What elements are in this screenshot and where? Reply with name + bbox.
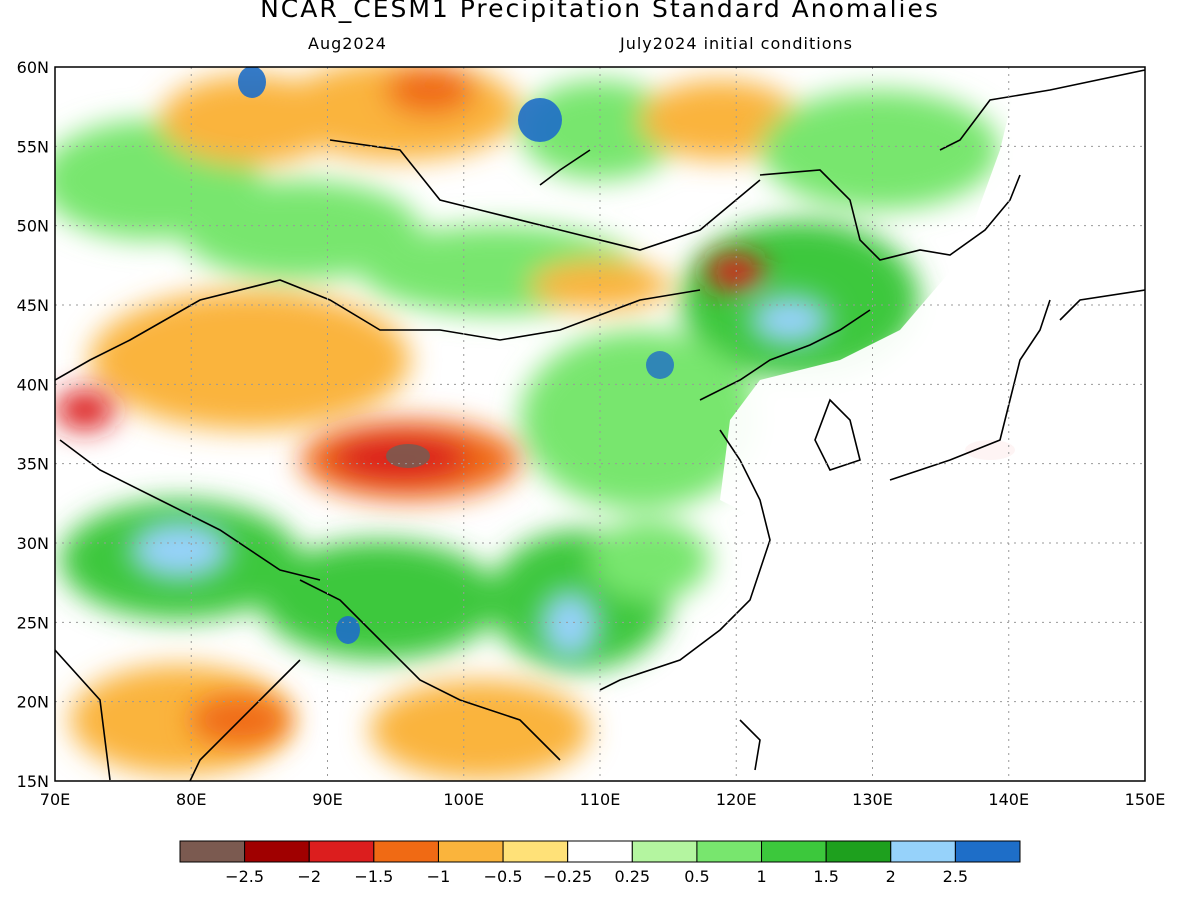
lat-tick-label: 35N — [17, 455, 49, 474]
lat-tick-label: 30N — [17, 534, 49, 553]
lat-tick-label: 25N — [17, 613, 49, 632]
map-title: NCAR_CESM1 Precipitation Standard Anomal… — [260, 0, 940, 23]
lat-tick-label: 40N — [17, 375, 49, 394]
lat-tick-label: 55N — [17, 137, 49, 156]
lon-tick-label: 150E — [1125, 790, 1166, 809]
lat-tick-label: 50N — [17, 217, 49, 236]
lon-tick-label: 120E — [716, 790, 757, 809]
lon-tick-label: 130E — [852, 790, 893, 809]
lon-tick-label: 100E — [443, 790, 484, 809]
lon-tick-label: 70E — [40, 790, 70, 809]
initial-conditions: July2024 initial conditions — [620, 34, 853, 53]
forecast-month: Aug2024 — [308, 34, 387, 53]
lon-tick-label: 80E — [176, 790, 206, 809]
lat-tick-label: 20N — [17, 693, 49, 712]
lon-tick-label: 140E — [988, 790, 1029, 809]
lon-tick-label: 90E — [312, 790, 342, 809]
lat-tick-label: 15N — [17, 772, 49, 791]
lat-tick-label: 60N — [17, 58, 49, 77]
lat-tick-label: 45N — [17, 296, 49, 315]
lon-tick-label: 110E — [580, 790, 621, 809]
